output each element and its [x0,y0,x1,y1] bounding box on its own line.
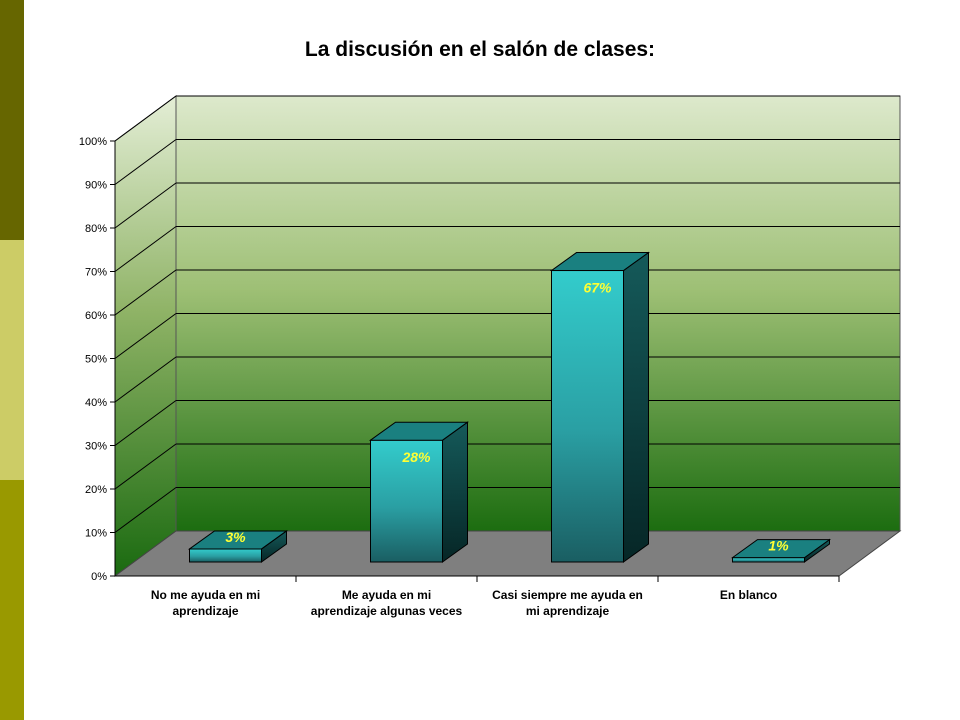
y-tick-label: 40% [85,397,107,409]
x-tick-label: En blanco [720,588,777,602]
data-label: 67% [583,280,612,296]
gridline-side [114,95,177,142]
accent-strip-top [0,0,24,240]
x-tick-label: Casi siempre me ayuda en [492,588,643,602]
y-tick-label: 30% [85,441,107,453]
bar [551,270,624,563]
gridline-side [114,226,177,272]
gridline-side [114,400,177,446]
y-tick-label: 50% [85,354,107,366]
x-tick-label: aprendizaje [172,604,238,618]
data-label: 1% [768,538,789,554]
accent-strip-bottom [0,480,24,720]
data-label: 3% [225,529,246,545]
y-tick-label: 60% [85,310,107,322]
bar [732,557,805,563]
chart-title: La discusión en el salón de clases: [304,38,656,61]
y-tick-label: 70% [85,267,107,279]
y-tick-label: 90% [85,180,107,192]
gridline-side [114,313,177,359]
bar-top [730,539,832,559]
gridline-side [114,182,177,229]
y-tick-label: 0% [91,571,107,583]
gridline-side [114,356,177,403]
data-label: 28% [401,449,431,465]
bar [370,439,443,563]
bar-top [187,530,289,550]
bar-side [623,251,649,563]
gridline-side [114,269,177,316]
y-tick-label: 20% [85,484,107,496]
x-tick-label: No me ayuda en mi [151,588,260,602]
bar [189,548,262,563]
gridline-side [114,487,177,533]
bar-side [442,421,468,563]
y-tick-label: 100% [79,136,107,148]
x-tick-label: Me ayuda en mi [342,588,431,602]
y-tick-label: 80% [85,223,107,235]
bar-top [549,252,651,272]
x-tick-label: aprendizaje algunas veces [311,604,463,618]
bar-top [368,421,470,441]
x-tick-label: mi aprendizaje [526,604,610,618]
y-tick-label: 10% [85,528,107,540]
gridline-side [114,139,177,185]
gridline-side [114,443,177,490]
accent-strip-middle [0,240,24,480]
